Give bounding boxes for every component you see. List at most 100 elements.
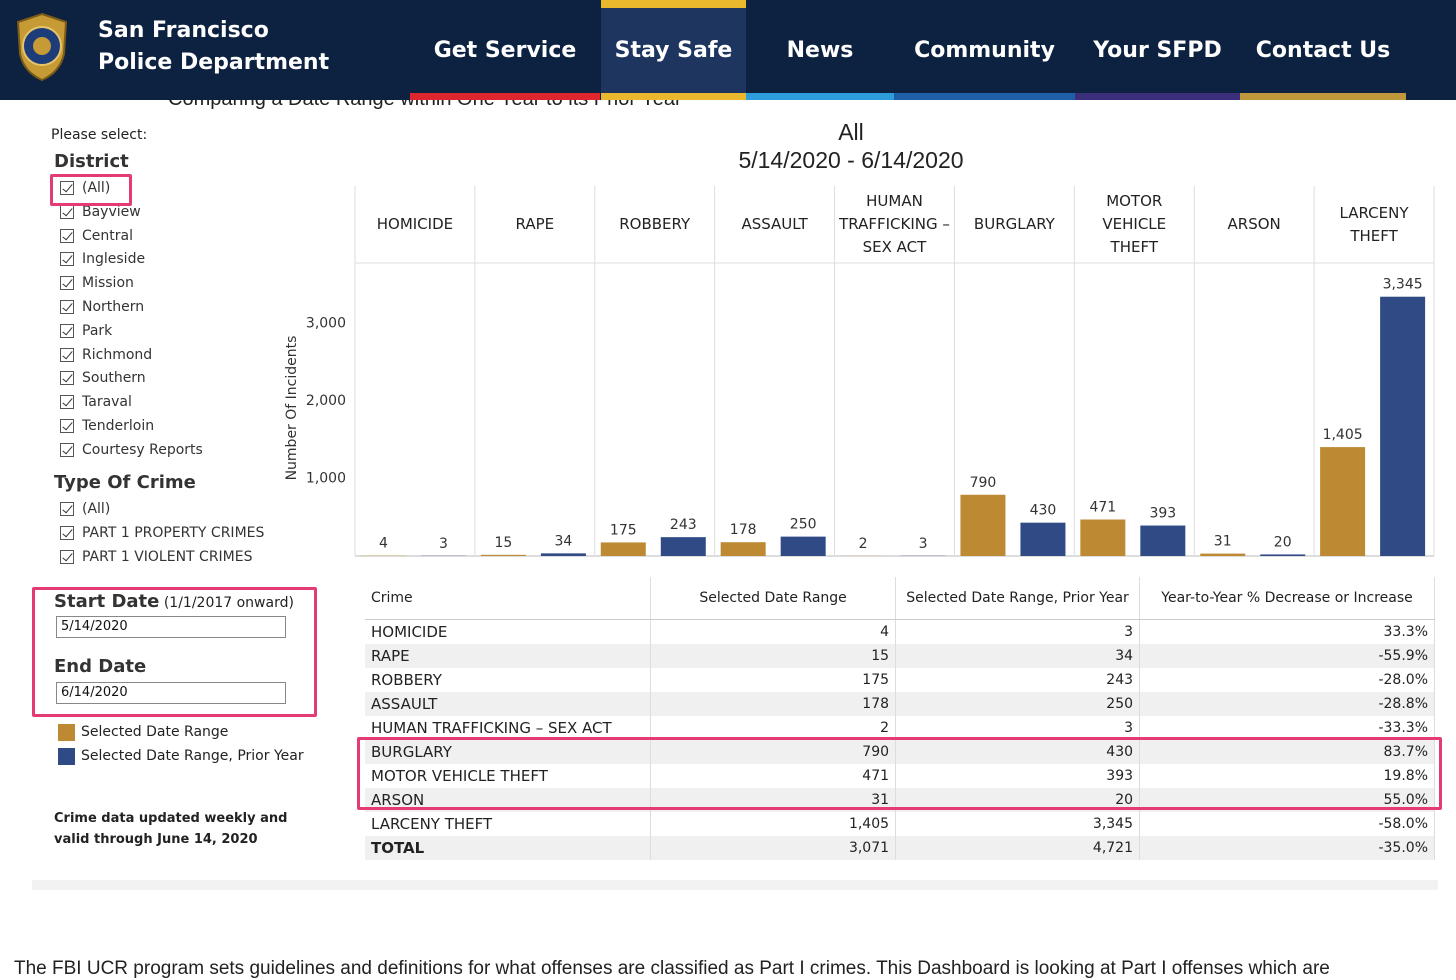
table-cell: -55.9%	[1140, 644, 1435, 668]
table-cell: 3,071	[651, 836, 896, 860]
table-cell: 1,405	[651, 812, 896, 836]
bar	[1080, 519, 1125, 556]
top-nav: San Francisco Police Department Get Serv…	[0, 0, 1456, 100]
badge-logo	[14, 12, 70, 82]
bar	[1320, 447, 1365, 556]
nav-item[interactable]: Stay Safe	[601, 0, 746, 100]
nav-label: Contact Us	[1256, 38, 1390, 63]
value-label: 4	[379, 536, 388, 552]
table-cell: 3	[896, 716, 1140, 740]
nav-label: Stay Safe	[615, 38, 733, 63]
value-label: 790	[970, 475, 997, 491]
y-axis-label: Number Of Incidents	[284, 336, 300, 481]
nav-label: Get Service	[434, 38, 577, 63]
bar	[1020, 523, 1065, 556]
bar	[1200, 554, 1245, 556]
bar	[601, 542, 646, 556]
table-cell: HOMICIDE	[365, 620, 651, 644]
nav-underline	[1075, 93, 1240, 100]
table-cell: 2	[651, 716, 896, 740]
value-label: 175	[610, 522, 637, 538]
column-header: Year-to-Year % Decrease or Increase	[1140, 577, 1435, 620]
value-label: 250	[790, 517, 817, 533]
table-cell: HUMAN TRAFFICKING – SEX ACT	[365, 716, 651, 740]
value-label: 178	[730, 522, 757, 538]
value-label: 471	[1089, 499, 1116, 515]
table-cell: 33.3%	[1140, 620, 1435, 644]
highlight-box	[357, 737, 1442, 810]
bar	[960, 495, 1005, 556]
nav-underline	[1240, 93, 1406, 100]
table-cell: 4	[651, 620, 896, 644]
bar	[1260, 554, 1305, 556]
bar	[661, 537, 706, 556]
nav-underline	[746, 93, 894, 100]
nav-underline	[410, 93, 600, 100]
value-label: 2	[859, 536, 868, 552]
value-label: 20	[1274, 534, 1292, 550]
nav-label: News	[787, 38, 854, 63]
column-header: Selected Date Range, Prior Year	[896, 577, 1140, 620]
org-name: Police Department	[98, 50, 329, 75]
table-cell: TOTAL	[365, 836, 651, 860]
table-cell: 3	[896, 620, 1140, 644]
value-label: 34	[554, 533, 572, 549]
body-text: The FBI UCR program sets guidelines and …	[14, 958, 1330, 980]
bar	[781, 537, 826, 556]
table-cell: 243	[896, 668, 1140, 692]
table-cell: -35.0%	[1140, 836, 1435, 860]
table-cell: 15	[651, 644, 896, 668]
bar	[1380, 297, 1425, 556]
table-cell: -28.0%	[1140, 668, 1435, 692]
value-label: 430	[1030, 503, 1057, 519]
nav-item[interactable]: Contact Us	[1240, 0, 1406, 100]
nav-underline	[601, 93, 746, 100]
nav-topbar	[601, 0, 746, 8]
y-tick-label: 2,000	[306, 393, 346, 409]
value-label: 3,345	[1383, 277, 1423, 293]
table-cell: LARCENY THEFT	[365, 812, 651, 836]
value-label: 243	[670, 517, 697, 533]
bar	[541, 553, 586, 556]
table-cell: 250	[896, 692, 1140, 716]
table-cell: -28.8%	[1140, 692, 1435, 716]
org-name: San Francisco	[98, 18, 269, 43]
bar	[1140, 526, 1185, 556]
value-label: 31	[1214, 534, 1232, 550]
nav-underline	[894, 93, 1075, 100]
nav-item[interactable]: Community	[894, 0, 1075, 100]
column-header: Crime	[365, 577, 651, 620]
value-label: 3	[439, 536, 448, 552]
table-cell: 175	[651, 668, 896, 692]
table-cell: -33.3%	[1140, 716, 1435, 740]
value-label: 393	[1149, 506, 1176, 522]
nav-item[interactable]: Get Service	[410, 0, 600, 100]
table-cell: -58.0%	[1140, 812, 1435, 836]
table-cell: 4,721	[896, 836, 1140, 860]
table-cell: RAPE	[365, 644, 651, 668]
toolbar	[32, 880, 1438, 890]
value-label: 15	[494, 535, 512, 551]
nav-item[interactable]: News	[746, 0, 894, 100]
column-header: Selected Date Range	[651, 577, 896, 620]
table-cell: 178	[651, 692, 896, 716]
bar	[481, 555, 526, 556]
y-tick-label: 3,000	[306, 315, 346, 331]
value-label: 3	[919, 536, 928, 552]
table-cell: ROBBERY	[365, 668, 651, 692]
bar	[721, 542, 766, 556]
nav-item[interactable]: Your SFPD	[1075, 0, 1240, 100]
nav-label: Your SFPD	[1093, 38, 1221, 63]
table-cell: 34	[896, 644, 1140, 668]
table-cell: 3,345	[896, 812, 1140, 836]
